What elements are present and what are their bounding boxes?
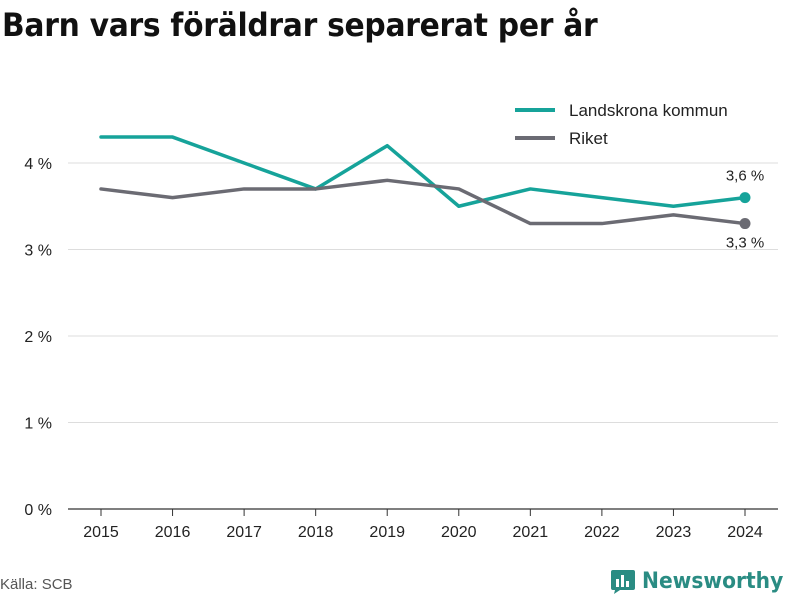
x-tick-label: 2019 — [369, 524, 405, 541]
series-line-0 — [99, 135, 747, 208]
x-tick-label: 2020 — [441, 524, 477, 541]
x-tick-label: 2018 — [298, 524, 334, 541]
series-end-label-1: 3,3 % — [726, 235, 764, 252]
legend-label-0: Landskrona kommun — [569, 101, 728, 120]
legend-label-1: Riket — [569, 129, 608, 148]
legend: Landskrona kommun Riket — [515, 101, 728, 148]
gridlines — [68, 162, 778, 510]
y-tick-label: 1 % — [24, 416, 52, 433]
x-tick-label: 2022 — [584, 524, 620, 541]
series-end-point-0 — [739, 192, 751, 204]
y-tick-label: 3 % — [24, 243, 52, 260]
chart-title: Barn vars föräldrar separerat per år — [2, 6, 598, 44]
x-tick-label: 2021 — [513, 524, 549, 541]
series-lines: 3,6 % 3,3 % — [99, 135, 764, 252]
x-tick-label: 2024 — [727, 524, 763, 541]
y-tick-label: 0 % — [24, 502, 52, 519]
series-end-point-1 — [739, 218, 751, 230]
series-end-label-0: 3,6 % — [726, 168, 764, 185]
newsworthy-logo-icon — [611, 570, 636, 594]
brand-logo: Newsworthy — [610, 568, 796, 594]
y-axis-tick-labels: 0 % 1 % 2 % 3 % 4 % — [24, 156, 52, 519]
source-note: Källa: SCB — [0, 576, 73, 593]
y-tick-label: 4 % — [24, 156, 52, 173]
x-tick-label: 2016 — [155, 524, 191, 541]
x-tick-label: 2017 — [226, 524, 262, 541]
x-axis: 2015 2016 2017 2018 2019 2020 2021 2022 2023 2024 — [83, 509, 763, 541]
x-tick-label: 2023 — [656, 524, 692, 541]
x-tick-label: 2015 — [83, 524, 119, 541]
y-tick-label: 2 % — [24, 329, 52, 346]
brand-name: Newsworthy — [642, 568, 784, 594]
series-line-1 — [99, 178, 747, 226]
